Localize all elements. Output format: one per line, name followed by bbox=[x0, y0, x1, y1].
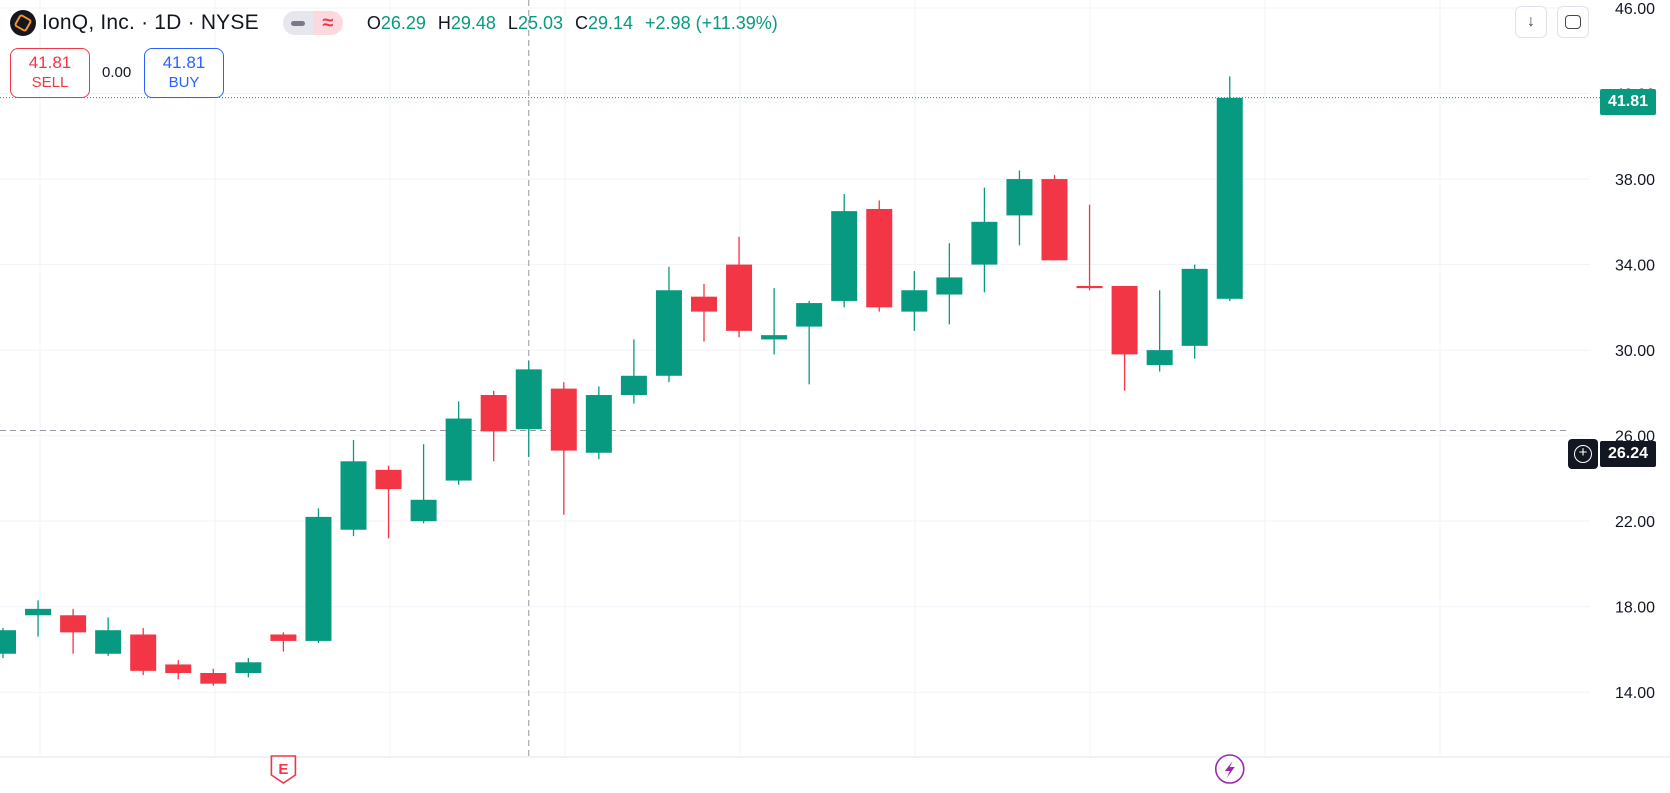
sell-label: SELL bbox=[31, 74, 69, 91]
y-tick-label: 22.00 bbox=[1615, 514, 1655, 531]
buy-price: 41.81 bbox=[162, 53, 206, 72]
y-tick-label: 14.00 bbox=[1615, 685, 1655, 702]
candle-body bbox=[375, 469, 402, 490]
spread-value: 0.00 bbox=[102, 64, 132, 81]
y-tick-label: 30.00 bbox=[1615, 343, 1655, 360]
candle-body bbox=[445, 418, 472, 481]
candle-body bbox=[1146, 350, 1173, 366]
y-tick-label: 34.00 bbox=[1615, 258, 1655, 275]
symbol-title[interactable]: IonQ, Inc. · 1D · NYSE bbox=[42, 11, 259, 34]
candle-body bbox=[305, 516, 332, 641]
last-price-tag: 41.81 bbox=[1600, 89, 1657, 115]
candle-body bbox=[1006, 179, 1033, 216]
candle-body bbox=[200, 672, 227, 684]
candle-body bbox=[1111, 285, 1138, 355]
candle-body bbox=[1181, 268, 1208, 346]
sell-price: 41.81 bbox=[28, 53, 72, 72]
candle-body bbox=[235, 662, 262, 673]
wave-icon[interactable]: ≈ bbox=[312, 11, 343, 35]
candle-body bbox=[971, 221, 998, 265]
candle-body bbox=[1076, 285, 1103, 289]
candle-body bbox=[60, 615, 87, 633]
open-label: O bbox=[366, 12, 381, 33]
candle-body bbox=[25, 608, 52, 616]
earnings-marker-label: E bbox=[278, 761, 288, 778]
candle-body bbox=[761, 335, 788, 340]
candle-body bbox=[585, 395, 612, 453]
crosshair-price-tag: 26.24 bbox=[1600, 441, 1657, 467]
change-value: +2.98 (+11.39%) bbox=[645, 12, 778, 33]
candle-body bbox=[866, 208, 893, 308]
ionq-logo-icon bbox=[10, 10, 36, 36]
candle-body bbox=[655, 290, 682, 376]
object-tree-icon[interactable] bbox=[1557, 6, 1589, 38]
candle-body bbox=[550, 388, 577, 451]
candle-body bbox=[1216, 97, 1243, 299]
candle-body bbox=[726, 264, 753, 331]
lightning-bolt-icon bbox=[1224, 761, 1235, 778]
earnings-marker-icon[interactable] bbox=[270, 755, 297, 784]
arrow-down-icon[interactable]: ↓ bbox=[1515, 6, 1547, 38]
candle-body bbox=[901, 290, 928, 312]
candle-body bbox=[95, 630, 122, 654]
candle-body bbox=[1041, 179, 1068, 261]
candle-body bbox=[831, 211, 858, 301]
ohlc-legend: O26.29 H29.48 L25.03 C29.14 +2.98 (+11.3… bbox=[367, 13, 790, 34]
candle-body bbox=[515, 369, 542, 430]
candle-body bbox=[270, 634, 297, 641]
candle-body bbox=[130, 634, 157, 671]
high-value: 29.48 bbox=[450, 12, 496, 33]
candle-body bbox=[620, 375, 647, 396]
hide-indicator-icon[interactable] bbox=[282, 11, 313, 35]
indicator-toggles: ≈ bbox=[282, 11, 343, 35]
low-value: 25.03 bbox=[517, 12, 563, 33]
high-label: H bbox=[437, 12, 451, 33]
y-tick-label: 38.00 bbox=[1615, 172, 1655, 189]
close-value: 29.14 bbox=[587, 12, 634, 33]
candle-body bbox=[410, 499, 437, 522]
close-label: C bbox=[574, 12, 588, 33]
candle-body bbox=[796, 303, 823, 327]
y-tick-label: 46.00 bbox=[1615, 1, 1655, 18]
buy-button[interactable]: 41.81 BUY bbox=[144, 48, 224, 98]
y-tick-label: 18.00 bbox=[1615, 600, 1655, 617]
buy-label: BUY bbox=[168, 74, 200, 91]
chart-header: IonQ, Inc. · 1D · NYSE ≈ O26.29 H29.48 L… bbox=[10, 6, 790, 40]
candle-body bbox=[691, 296, 717, 312]
candle-body bbox=[936, 277, 963, 295]
add-plus-icon[interactable]: + bbox=[1568, 439, 1598, 469]
candle-body bbox=[480, 395, 507, 432]
low-label: L bbox=[507, 12, 518, 33]
candle-body bbox=[165, 664, 192, 673]
open-value: 26.29 bbox=[380, 12, 426, 33]
sell-button[interactable]: 41.81 SELL bbox=[10, 48, 90, 98]
candle-body bbox=[340, 461, 367, 530]
candle-body bbox=[0, 630, 16, 654]
